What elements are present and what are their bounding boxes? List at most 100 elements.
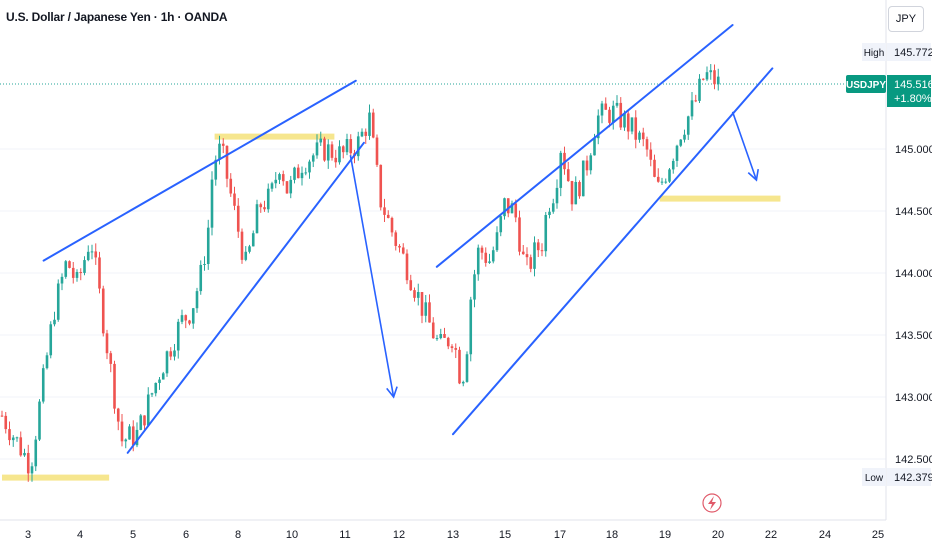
candle-body bbox=[255, 204, 259, 234]
time-tick-label: 4 bbox=[77, 529, 83, 541]
candle-body bbox=[368, 112, 371, 136]
candle-body bbox=[615, 102, 619, 106]
candle-body bbox=[623, 113, 626, 128]
candle-body bbox=[188, 320, 191, 324]
candle-body bbox=[604, 103, 608, 110]
candle-body bbox=[593, 138, 596, 156]
candle-body bbox=[491, 250, 495, 262]
candle-body bbox=[465, 354, 469, 382]
candle-body bbox=[293, 167, 296, 180]
low-label-box bbox=[862, 468, 886, 486]
candle-body bbox=[405, 253, 409, 281]
candle-body bbox=[19, 437, 23, 456]
candle-body bbox=[488, 261, 491, 263]
candle-body bbox=[563, 152, 566, 170]
candle-body bbox=[161, 373, 165, 380]
currency-button[interactable]: JPY bbox=[888, 6, 924, 32]
candle-body bbox=[11, 437, 15, 441]
candle-body bbox=[143, 415, 146, 426]
time-tick-label: 22 bbox=[765, 529, 777, 541]
candle-body bbox=[75, 272, 79, 278]
projection-arrow bbox=[731, 111, 758, 181]
time-tick-label: 17 bbox=[554, 529, 566, 541]
candle-body bbox=[146, 394, 150, 426]
candle-body bbox=[203, 263, 206, 265]
candle-body bbox=[705, 72, 709, 80]
candle-body bbox=[304, 172, 308, 174]
candle-body bbox=[525, 254, 529, 258]
candle-body bbox=[394, 232, 398, 246]
candle-body bbox=[476, 247, 480, 275]
candle-body bbox=[184, 315, 188, 321]
support-resistance-zone bbox=[659, 195, 781, 202]
candle-body bbox=[675, 145, 679, 161]
trendline bbox=[452, 67, 774, 436]
time-tick-label: 15 bbox=[499, 529, 511, 541]
candle-body bbox=[514, 203, 518, 218]
candle-body bbox=[139, 415, 143, 430]
candle-body bbox=[195, 291, 199, 309]
candle-body bbox=[379, 164, 383, 208]
candle-body bbox=[236, 205, 240, 232]
candle-body bbox=[60, 276, 64, 284]
candle-body bbox=[221, 143, 225, 146]
candle-body bbox=[416, 292, 420, 298]
candle-body bbox=[30, 466, 34, 474]
candle-body bbox=[0, 415, 4, 417]
candle-body bbox=[548, 211, 551, 216]
time-tick-label: 3 bbox=[25, 529, 31, 541]
candle-body bbox=[229, 178, 233, 194]
low-value-box bbox=[887, 468, 931, 486]
candle-body bbox=[281, 174, 285, 182]
candle-body bbox=[555, 187, 559, 204]
candle-body bbox=[694, 100, 698, 102]
candle-body bbox=[248, 246, 251, 252]
candle-body bbox=[480, 247, 484, 253]
event-marker[interactable] bbox=[702, 493, 722, 513]
candle-body bbox=[495, 232, 499, 251]
candle-body bbox=[214, 159, 218, 180]
candle-body bbox=[390, 217, 394, 233]
candle-body bbox=[585, 160, 589, 171]
candle-body bbox=[454, 348, 458, 350]
trendline bbox=[435, 24, 734, 268]
high-label: High bbox=[864, 48, 885, 59]
candle-body bbox=[116, 408, 120, 422]
price-tick-label: 144.000 bbox=[895, 268, 932, 280]
candle-body bbox=[634, 117, 638, 140]
candle-body bbox=[326, 144, 330, 161]
candle-body bbox=[686, 116, 690, 135]
candle-body bbox=[458, 349, 461, 384]
candle-body bbox=[578, 181, 581, 197]
time-tick-label: 5 bbox=[130, 529, 136, 541]
candle-body bbox=[83, 260, 86, 273]
candle-body bbox=[638, 132, 641, 140]
projection-arrow bbox=[349, 155, 395, 398]
time-tick-label: 19 bbox=[659, 529, 671, 541]
arrow-head bbox=[386, 386, 398, 399]
candle-body bbox=[94, 251, 98, 258]
candle-body bbox=[660, 181, 664, 183]
candle-body bbox=[521, 251, 525, 255]
candle-body bbox=[165, 351, 169, 374]
candle-body bbox=[356, 136, 360, 157]
candle-body bbox=[690, 100, 694, 117]
candle-body bbox=[338, 146, 341, 163]
time-tick-label: 8 bbox=[235, 529, 241, 541]
candle-body bbox=[360, 131, 364, 137]
candle-body bbox=[589, 155, 593, 171]
candle-body bbox=[206, 227, 210, 264]
candle-body bbox=[626, 113, 630, 132]
candle-body bbox=[64, 261, 68, 277]
candle-body bbox=[240, 231, 244, 260]
candle-body bbox=[428, 302, 431, 323]
candle-body bbox=[131, 426, 135, 446]
candle-body bbox=[345, 139, 349, 153]
time-tick-label: 6 bbox=[183, 529, 189, 541]
candle-body bbox=[630, 117, 634, 132]
price-tick-label: 143.000 bbox=[895, 392, 932, 404]
candle-body bbox=[109, 353, 113, 364]
candle-body bbox=[154, 382, 158, 394]
